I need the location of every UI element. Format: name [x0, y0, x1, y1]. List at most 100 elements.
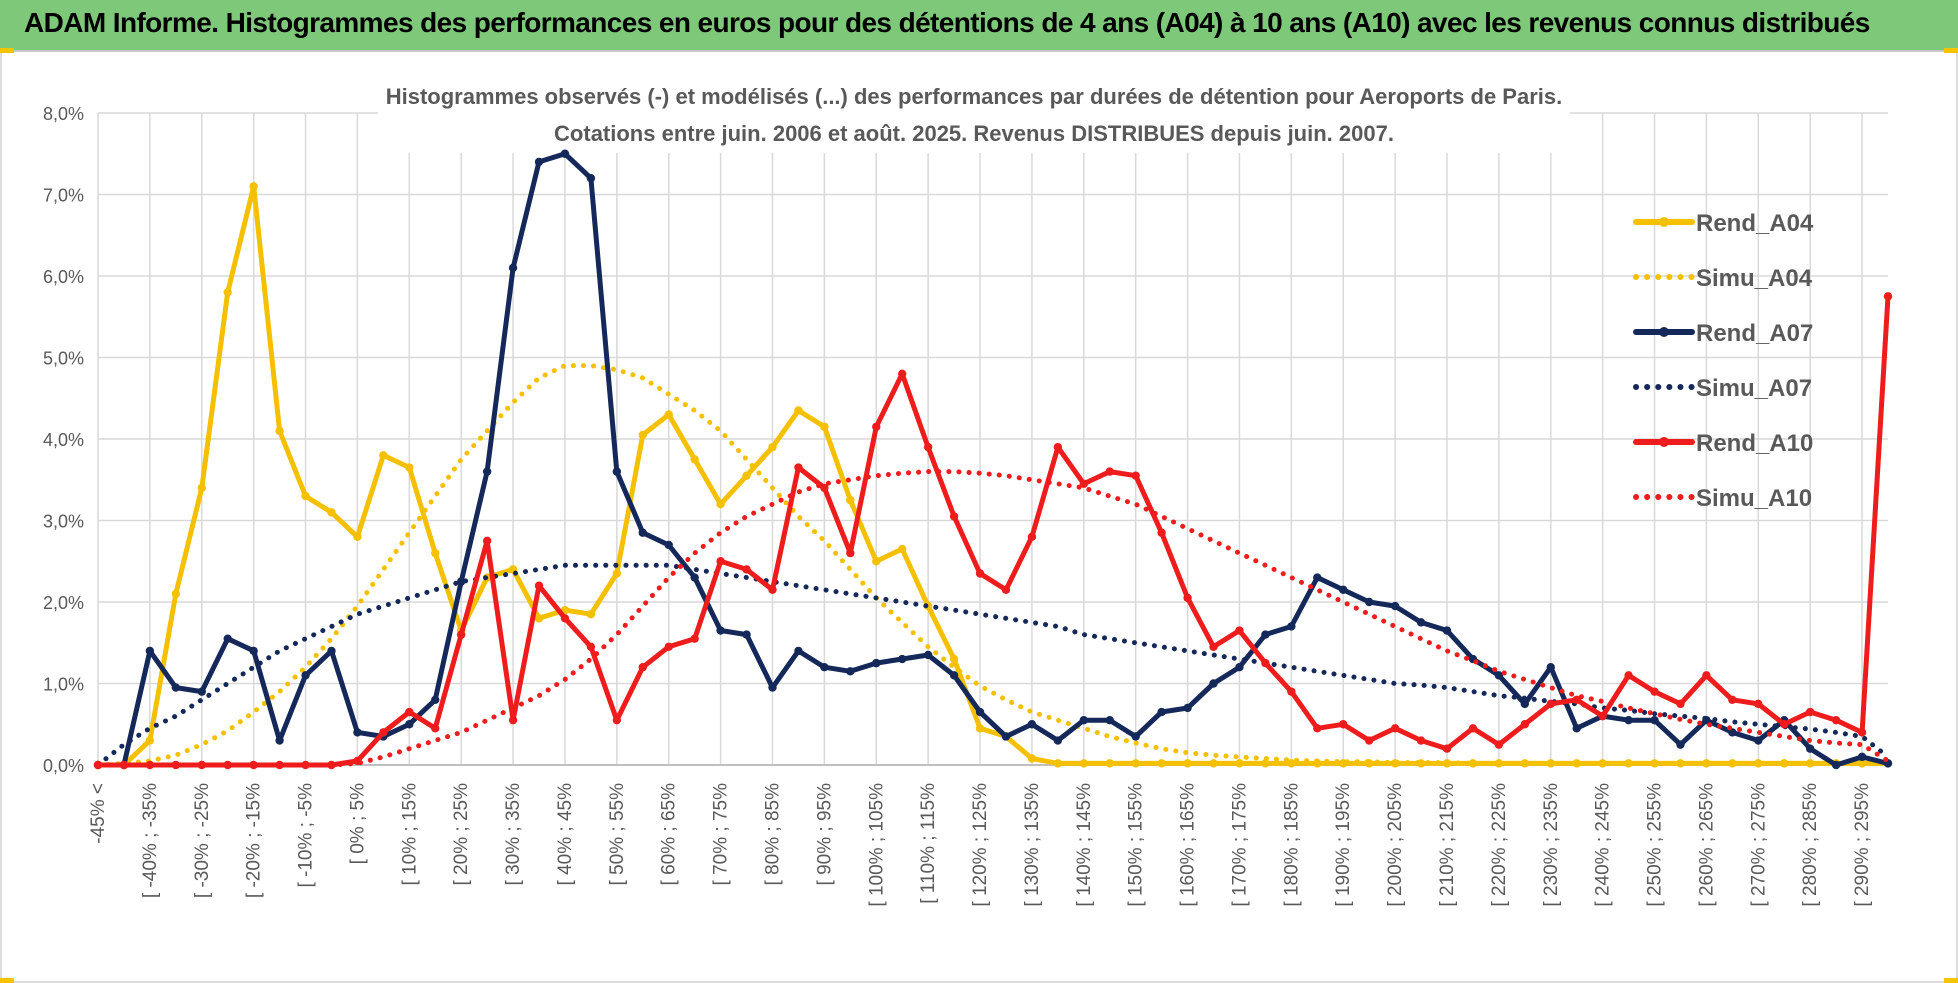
- data-point: [1624, 715, 1633, 725]
- data-point: [612, 467, 622, 476]
- data-point: [1157, 759, 1166, 768]
- data-point: [431, 724, 440, 733]
- data-point: [768, 683, 777, 692]
- data-point: [1001, 732, 1011, 741]
- corner-mark-top-left: [0, 48, 14, 53]
- x-tick-label: [ 260% ; 265%: [1696, 783, 1717, 907]
- x-tick-label: [ 210% ; 215%: [1437, 783, 1458, 907]
- x-axis: -45% < [ -40% ; -35% [ -30% ; -25% [ -20% ;…: [88, 764, 1888, 907]
- data-point: [586, 642, 596, 652]
- data-point: [1313, 573, 1322, 582]
- data-point: [586, 610, 596, 619]
- x-tick-label: [ 200% ; 205%: [1385, 783, 1406, 907]
- data-point: [1520, 720, 1530, 729]
- legend-label: Rend_A04: [1696, 210, 1814, 237]
- data-point: [949, 512, 959, 521]
- y-tick-label: 1,0%: [43, 675, 84, 695]
- data-point: [1235, 663, 1244, 672]
- data-point: [975, 569, 985, 578]
- data-point: [742, 630, 751, 639]
- y-tick-label: 2,0%: [43, 593, 84, 613]
- data-point: [1702, 671, 1711, 680]
- x-tick-label: [ 50% ; 55%: [607, 783, 628, 886]
- data-point: [1287, 759, 1296, 768]
- data-point: [664, 410, 673, 419]
- x-tick-label: [ 60% ; 65%: [659, 783, 680, 886]
- data-point: [508, 263, 518, 273]
- legend-label: Simu_A10: [1696, 485, 1812, 512]
- data-point: [1857, 728, 1867, 737]
- data-point: [1261, 630, 1270, 639]
- x-tick-label: [ 40% ; 45%: [555, 783, 576, 886]
- data-point: [1364, 736, 1374, 745]
- data-point: [405, 720, 414, 729]
- x-tick-label: [ 80% ; 85%: [762, 783, 783, 886]
- series-lines: [93, 149, 1893, 770]
- legend-marker: [1659, 217, 1669, 227]
- data-point: [1261, 759, 1270, 768]
- data-point: [1287, 687, 1296, 696]
- data-point: [1157, 707, 1166, 717]
- data-point: [301, 671, 310, 680]
- data-point: [1339, 585, 1348, 594]
- data-point: [1157, 528, 1166, 537]
- data-point: [560, 614, 570, 623]
- data-point: [742, 565, 751, 574]
- data-point: [1650, 715, 1659, 725]
- data-point: [846, 548, 855, 558]
- data-point: [820, 663, 829, 672]
- data-point: [690, 573, 699, 582]
- y-tick-label: 0,0%: [43, 756, 84, 776]
- x-tick-label: [ -20% ; -15%: [244, 783, 265, 898]
- data-point: [1053, 759, 1063, 768]
- x-tick-label: [ 130% ; 135%: [1022, 783, 1043, 907]
- x-tick-label: [ 230% ; 235%: [1541, 783, 1562, 907]
- report-title: ADAM Informe. Histogrammes des performan…: [24, 7, 1870, 38]
- data-point: [820, 422, 829, 431]
- data-point: [379, 451, 388, 460]
- data-point: [975, 707, 985, 717]
- data-point: [1494, 671, 1504, 680]
- series-line-simu-a10: [95, 469, 1891, 768]
- data-point: [1676, 740, 1685, 749]
- data-point: [223, 288, 232, 297]
- data-point: [820, 483, 829, 493]
- series-line-rend-a07: [95, 151, 1891, 768]
- chart-title: Histogrammes observés (-) et modélisés (…: [378, 75, 1570, 153]
- x-tick-label: [ 220% ; 225%: [1489, 783, 1510, 907]
- data-point: [1183, 593, 1192, 603]
- x-tick-label: [ 20% ; 25%: [451, 783, 472, 886]
- x-tick-label: -45% <: [88, 783, 109, 844]
- data-point: [1313, 724, 1322, 733]
- data-point: [1131, 471, 1140, 480]
- data-point: [301, 491, 310, 501]
- x-tick-label: [ 30% ; 35%: [503, 783, 524, 886]
- data-point: [1831, 715, 1841, 725]
- data-point: [1209, 759, 1218, 768]
- data-point: [1105, 467, 1114, 476]
- data-point: [872, 422, 881, 431]
- data-point: [872, 658, 881, 668]
- data-point: [1883, 292, 1893, 301]
- data-point: [1001, 585, 1011, 594]
- x-tick-label: [ 240% ; 245%: [1593, 783, 1614, 907]
- data-point: [249, 760, 258, 770]
- legend-marker: [1659, 327, 1669, 337]
- data-point: [197, 483, 206, 493]
- corner-mark-bottom-right: [1944, 978, 1958, 983]
- y-tick-label: 8,0%: [43, 104, 84, 124]
- data-point: [1053, 736, 1063, 745]
- data-point: [482, 536, 492, 546]
- data-point: [275, 426, 284, 436]
- data-point: [1572, 724, 1581, 733]
- data-point: [1416, 736, 1426, 745]
- data-point: [431, 695, 440, 704]
- data-point: [1027, 754, 1037, 763]
- data-point: [1546, 699, 1555, 709]
- data-point: [1468, 724, 1478, 733]
- data-point: [508, 715, 518, 725]
- data-point: [1650, 759, 1659, 768]
- data-point: [1131, 759, 1140, 768]
- data-point: [534, 581, 544, 590]
- legend-label: Simu_A07: [1696, 375, 1812, 402]
